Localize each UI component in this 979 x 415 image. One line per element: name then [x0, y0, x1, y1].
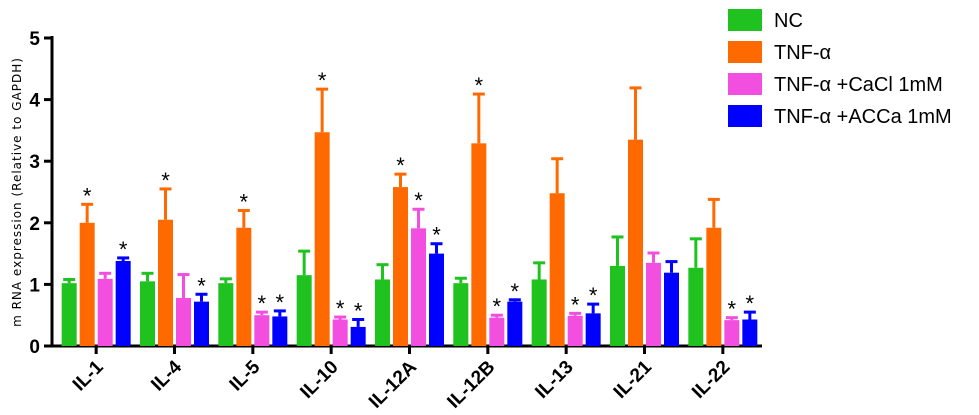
significance-marker: *	[475, 73, 484, 98]
legend-label: TNF-α +CaCl 1mM	[774, 74, 943, 96]
significance-marker: *	[432, 223, 441, 248]
bar-il-10-s0	[296, 275, 312, 346]
y-tick-label: 5	[29, 29, 40, 50]
y-tick-label: 2	[29, 214, 40, 235]
legend-swatch	[728, 105, 762, 127]
legend-swatch	[728, 41, 762, 63]
plot-area: 0 1 2 3 4 5 * * IL-1 * * IL-4 * * * IL-5 * * * IL-10 * * * IL-1…	[29, 29, 762, 413]
bar-il-13-s2	[567, 315, 583, 346]
significance-marker: *	[276, 290, 285, 315]
bar-il-10-s3	[350, 326, 366, 346]
bar-il-22-s1	[706, 227, 722, 346]
legend-swatch	[728, 9, 762, 31]
legend-swatch	[728, 73, 762, 95]
bar-il-10-s2	[332, 319, 348, 346]
significance-marker: *	[571, 292, 580, 317]
significance-marker: *	[414, 188, 423, 213]
bar-il-22-s3	[742, 319, 758, 346]
bar-il-22-s0	[688, 267, 704, 346]
bar-il-1-s2	[97, 278, 113, 346]
significance-marker: *	[589, 283, 598, 308]
bar-il-12a-s0	[375, 279, 390, 346]
significance-marker: *	[746, 291, 755, 316]
bar-il-12a-s1	[393, 187, 408, 346]
legend: NC TNF-α TNF-α +CaCl 1mM TNF-α +ACCa 1mM	[728, 9, 952, 128]
bar-il-5-s2	[254, 315, 270, 346]
bar-il-1-s1	[79, 222, 95, 346]
legend-label: TNF-α +ACCa 1mM	[774, 106, 952, 128]
significance-marker: *	[728, 297, 737, 322]
significance-marker: *	[258, 291, 267, 316]
bar-il-21-s2	[646, 262, 661, 346]
significance-marker: *	[83, 183, 92, 208]
y-tick-label: 4	[29, 91, 40, 112]
x-tick-label: IL-4	[147, 356, 186, 395]
y-axis-title: m RNA expression (Relative to GAPDH)	[10, 57, 24, 327]
bar-il-4-s0	[140, 281, 155, 346]
bar-il-4-s1	[158, 219, 173, 346]
x-tick-label: IL-10	[296, 357, 342, 403]
significance-marker: *	[197, 273, 206, 298]
y-tick-label: 3	[29, 152, 40, 173]
significance-marker: *	[318, 68, 327, 93]
bar-il-12b-s3	[507, 301, 523, 346]
bar-il-1-s0	[61, 283, 77, 346]
significance-marker: *	[354, 299, 363, 324]
bar-il-5-s3	[272, 316, 288, 346]
bar-il-5-s1	[236, 227, 252, 346]
significance-marker: *	[240, 189, 249, 214]
significance-marker: *	[119, 237, 128, 262]
bar-il-21-s1	[628, 139, 643, 346]
x-tick-label: IL-21	[610, 356, 657, 403]
bar-il-13-s1	[549, 193, 565, 346]
bar-il-1-s3	[115, 260, 131, 346]
bar-il-13-s0	[531, 279, 547, 346]
y-tick-label: 0	[29, 337, 40, 358]
legend-label: NC	[774, 10, 803, 32]
significance-marker: *	[161, 168, 170, 193]
legend-label: TNF-α	[774, 42, 831, 64]
bar-il-22-s2	[724, 320, 740, 346]
significance-marker: *	[511, 279, 520, 304]
bar-il-12b-s0	[453, 283, 469, 346]
x-tick-label: IL-1	[69, 356, 108, 395]
bar-il-12a-s3	[429, 253, 444, 346]
x-tick-label: IL-13	[531, 357, 577, 403]
bar-il-10-s1	[314, 132, 330, 346]
bar-il-13-s3	[585, 313, 601, 346]
bar-il-21-s3	[664, 272, 679, 346]
significance-marker: *	[493, 294, 502, 319]
x-tick-label: IL-12A	[365, 356, 421, 412]
bar-il-12a-s2	[411, 228, 426, 346]
bar-il-12b-s1	[471, 143, 487, 346]
bar-il-5-s0	[218, 283, 234, 346]
y-tick-label: 1	[29, 275, 40, 296]
x-tick-label: IL-22	[688, 357, 734, 403]
bar-il-4-s2	[176, 297, 191, 346]
bar-il-12b-s2	[489, 317, 505, 346]
x-tick-label: IL-12B	[443, 357, 499, 413]
significance-marker: *	[396, 153, 405, 178]
x-tick-label: IL-5	[226, 356, 265, 395]
bar-il-21-s0	[610, 265, 625, 346]
significance-marker: *	[336, 296, 345, 321]
bar-il-4-s3	[194, 301, 209, 346]
